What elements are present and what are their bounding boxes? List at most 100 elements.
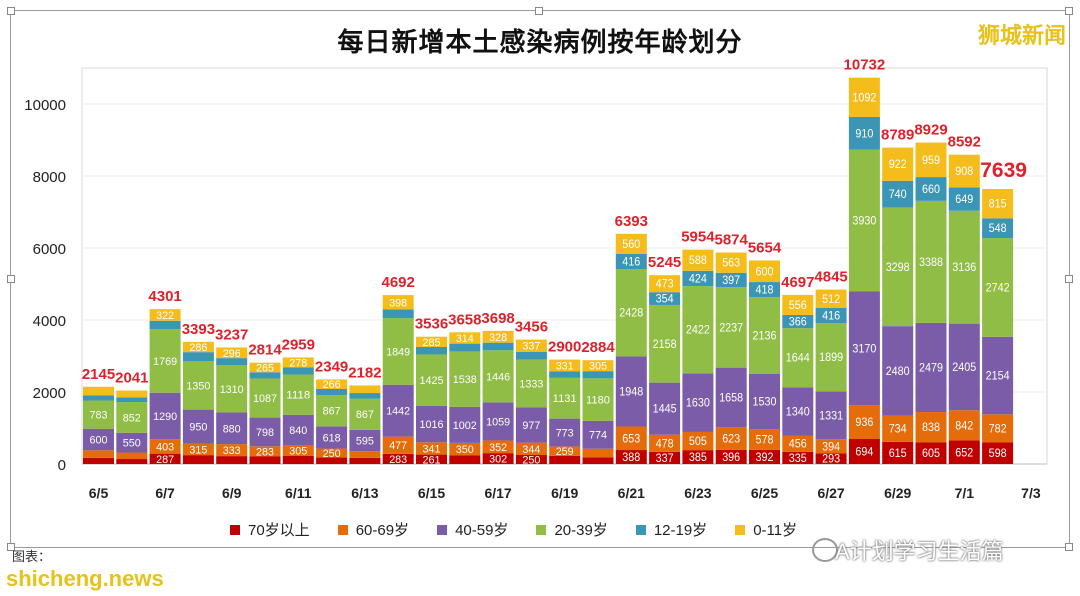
bar-segment [582, 420, 614, 449]
segment-label: 1948 [619, 384, 643, 398]
x-tick-label: 6/29 [884, 485, 911, 501]
bar-segment [815, 453, 847, 464]
segment-label: 623 [722, 432, 740, 446]
bar-segment [615, 254, 647, 269]
bar-segment [749, 282, 780, 298]
segment-label: 314 [456, 333, 474, 345]
legend-label: 70岁以上 [248, 522, 310, 539]
bar-segment [482, 350, 514, 403]
resize-handle[interactable] [7, 275, 15, 283]
watermark-logo: 狮城新闻 [977, 23, 1066, 48]
bar-segment [182, 361, 214, 410]
segment-label: 605 [922, 446, 940, 460]
segment-label: 456 [789, 437, 807, 451]
segment-label: 649 [955, 192, 973, 206]
segment-label: 1769 [153, 356, 177, 368]
segment-label: 1016 [420, 419, 444, 431]
resize-handle[interactable] [7, 543, 15, 551]
bar-segment [249, 446, 281, 457]
total-label: 3456 [515, 319, 548, 336]
bar-segment [615, 450, 647, 464]
bar-segment [848, 291, 880, 406]
segment-label: 773 [556, 428, 574, 440]
segment-label: 936 [855, 415, 873, 429]
segment-label: 2136 [753, 329, 777, 343]
legend-item: 0-11岁 [735, 519, 797, 540]
segment-label: 1446 [486, 371, 510, 383]
segment-label: 908 [955, 164, 973, 178]
segment-label: 910 [855, 126, 873, 140]
bar-segment [149, 320, 181, 330]
segment-label: 278 [289, 357, 307, 369]
bar-segment [249, 378, 281, 418]
segment-label: 337 [656, 451, 674, 465]
resize-handle[interactable] [535, 7, 543, 15]
bar-segment [382, 436, 414, 454]
segment-label: 354 [656, 292, 674, 306]
bar-segment [549, 359, 581, 372]
bar-segment [582, 371, 614, 379]
bar-segment [83, 395, 114, 401]
segment-label: 734 [889, 422, 907, 436]
x-tick-label: 6/21 [618, 485, 645, 501]
bar-segment [149, 309, 181, 321]
bar-segment [615, 356, 647, 427]
segment-label: 852 [123, 412, 141, 424]
bar-segment [782, 294, 814, 315]
segment-label: 782 [989, 421, 1007, 435]
segment-label: 416 [822, 309, 840, 323]
resize-handle[interactable] [1065, 275, 1073, 283]
bar-segment [449, 406, 481, 443]
bar-segment [515, 351, 547, 360]
segment-label: 783 [90, 410, 108, 422]
bar-segment [649, 382, 681, 435]
segment-label: 366 [789, 315, 807, 329]
x-tick-label: 6/11 [285, 485, 312, 501]
segment-label: 293 [822, 452, 840, 466]
bar-segment [649, 275, 681, 293]
bar-segment [982, 238, 1014, 337]
bar-segment [116, 402, 148, 433]
segment-label: 838 [922, 420, 940, 434]
bar-segment [282, 357, 314, 368]
bar-segment [282, 414, 314, 446]
total-label: 5654 [748, 239, 782, 256]
bar-segment [482, 440, 514, 454]
segment-label: 1442 [386, 406, 410, 418]
bar-segment [749, 374, 780, 430]
total-label: 2814 [248, 342, 282, 359]
segment-label: 403 [156, 441, 174, 453]
total-label: 4301 [148, 288, 181, 305]
segment-label: 341 [423, 443, 441, 455]
bar-segment [882, 415, 914, 442]
segment-label: 548 [989, 221, 1007, 235]
segment-label: 740 [889, 187, 907, 201]
resize-handle[interactable] [7, 7, 15, 15]
bar-segment [682, 373, 714, 432]
resize-handle[interactable] [1065, 7, 1073, 15]
bar-segment [416, 346, 447, 355]
bar-segment [815, 308, 847, 323]
bar-segment [449, 351, 481, 407]
segment-label: 473 [656, 277, 674, 291]
legend-item: 70岁以上 [230, 519, 310, 540]
legend-item: 20-39岁 [536, 519, 608, 540]
bar-segment [982, 414, 1014, 443]
bar-segment [382, 309, 414, 319]
bar-segment [116, 390, 148, 398]
resize-handle[interactable] [1065, 543, 1073, 551]
chart-credit: 图表： [12, 549, 52, 564]
total-label: 2900 [548, 339, 581, 356]
segment-label: 615 [889, 446, 907, 460]
segment-label: 250 [323, 448, 341, 460]
bar-segment [649, 292, 681, 305]
y-tick-label: 4000 [33, 313, 66, 330]
bar-segment [915, 200, 947, 323]
segment-label: 3298 [886, 260, 910, 274]
bar-segment [948, 154, 980, 188]
segment-label: 261 [423, 454, 441, 466]
segment-label: 2158 [653, 337, 677, 351]
bar-segment [249, 362, 281, 373]
segment-label: 305 [589, 361, 607, 373]
x-tick-label: 6/13 [351, 485, 378, 501]
